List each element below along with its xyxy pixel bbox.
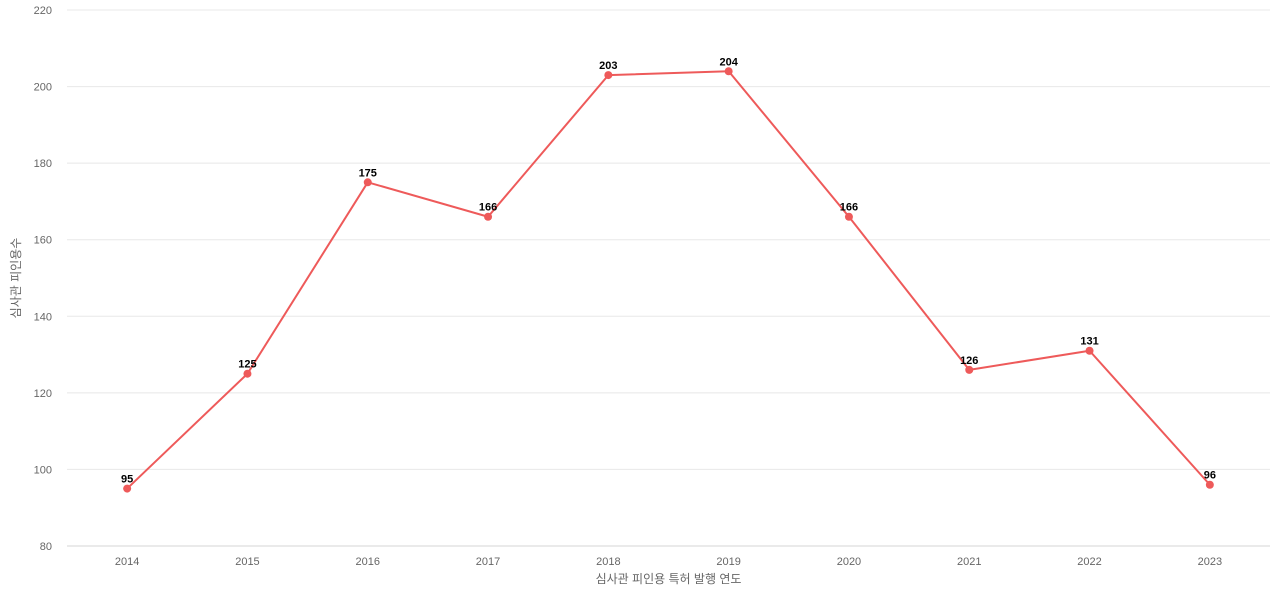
data-label: 131 bbox=[1080, 336, 1098, 348]
data-point bbox=[844, 212, 853, 221]
x-tick-label: 2017 bbox=[476, 556, 500, 568]
x-tick-label: 2015 bbox=[235, 556, 259, 568]
y-tick-label: 100 bbox=[34, 464, 52, 476]
x-axis-ticks: 2014 2015 2016 2017 2018 2019 2020 2021 2022 2023 bbox=[115, 556, 1222, 568]
y-tick-label: 180 bbox=[34, 158, 52, 170]
data-labels: 95 125 175 166 203 204 166 126 131 96 bbox=[121, 56, 1216, 485]
data-label: 175 bbox=[359, 167, 377, 179]
data-point bbox=[484, 212, 493, 221]
data-point bbox=[1205, 480, 1214, 489]
y-tick-label: 220 bbox=[34, 5, 52, 17]
y-tick-label: 80 bbox=[40, 541, 52, 553]
data-point bbox=[724, 67, 733, 76]
data-label: 126 bbox=[960, 355, 978, 367]
y-axis-ticks: 80 100 120 140 160 180 200 220 bbox=[34, 5, 52, 553]
x-axis-title: 심사관 피인용 특허 발행 연도 bbox=[596, 571, 742, 586]
data-point bbox=[965, 365, 974, 374]
data-label: 95 bbox=[121, 474, 133, 486]
y-tick-label: 140 bbox=[34, 311, 52, 323]
x-tick-label: 2021 bbox=[957, 556, 981, 568]
data-point bbox=[243, 369, 252, 378]
series-line bbox=[126, 70, 1211, 490]
y-tick-label: 160 bbox=[34, 235, 52, 247]
data-label: 166 bbox=[479, 202, 497, 214]
data-label: 96 bbox=[1204, 470, 1216, 482]
x-tick-label: 2019 bbox=[716, 556, 740, 568]
series-group bbox=[123, 67, 1214, 493]
y-tick-label: 120 bbox=[34, 388, 52, 400]
gridlines bbox=[67, 9, 1270, 547]
data-label: 203 bbox=[599, 60, 617, 72]
data-point bbox=[363, 178, 372, 187]
x-tick-label: 2022 bbox=[1077, 556, 1101, 568]
y-tick-label: 200 bbox=[34, 82, 52, 94]
x-tick-label: 2016 bbox=[356, 556, 380, 568]
data-point bbox=[123, 484, 132, 493]
x-tick-label: 2018 bbox=[596, 556, 620, 568]
x-tick-label: 2023 bbox=[1198, 556, 1222, 568]
y-axis-title: 심사관 피인용수 bbox=[9, 238, 23, 319]
data-point bbox=[604, 71, 613, 80]
x-tick-label: 2014 bbox=[115, 556, 139, 568]
x-tick-label: 2020 bbox=[837, 556, 861, 568]
data-point bbox=[1085, 346, 1094, 355]
data-label: 125 bbox=[238, 359, 256, 371]
data-label: 204 bbox=[719, 56, 738, 68]
data-label: 166 bbox=[840, 202, 858, 214]
